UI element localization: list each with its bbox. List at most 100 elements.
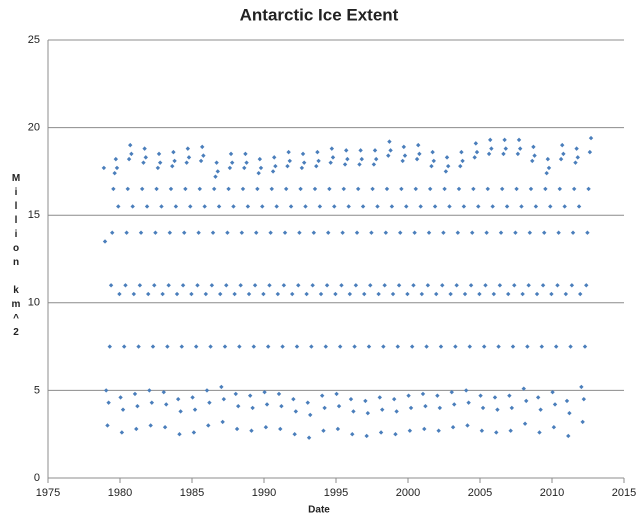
data-point — [550, 389, 555, 395]
data-point — [360, 204, 366, 209]
data-point — [417, 151, 422, 157]
data-point — [206, 423, 211, 428]
data-point — [533, 204, 539, 209]
data-point — [150, 344, 156, 349]
data-point — [120, 407, 126, 412]
data-point — [424, 344, 429, 349]
data-point — [425, 283, 431, 288]
data-point — [340, 230, 345, 235]
data-point — [531, 144, 536, 150]
data-point — [490, 204, 495, 209]
data-point — [272, 155, 277, 160]
data-point — [263, 424, 269, 430]
data-point — [506, 291, 511, 297]
data-point — [276, 391, 282, 397]
data-point — [575, 155, 580, 160]
data-point — [101, 165, 107, 171]
data-point — [242, 165, 247, 171]
data-point — [524, 398, 529, 404]
data-point — [204, 388, 210, 393]
data-point — [298, 186, 303, 192]
data-point — [389, 204, 395, 209]
data-point — [336, 403, 342, 409]
data-point — [485, 186, 490, 192]
x-tick-label: 1995 — [324, 487, 348, 499]
data-point — [179, 344, 184, 349]
data-point — [532, 153, 537, 158]
data-point — [435, 393, 440, 398]
data-point — [134, 426, 139, 432]
data-point — [244, 160, 249, 165]
data-point — [251, 344, 256, 349]
data-point — [362, 291, 367, 297]
data-point — [471, 186, 476, 192]
data-point — [305, 400, 310, 405]
data-point — [460, 158, 465, 164]
data-point — [148, 423, 153, 428]
data-point — [467, 344, 472, 349]
data-point — [172, 158, 177, 164]
data-point — [426, 230, 432, 235]
data-point — [414, 156, 420, 162]
data-point — [291, 396, 296, 402]
data-point — [299, 165, 305, 171]
data-point — [454, 283, 459, 288]
data-point — [492, 395, 498, 400]
data-point — [341, 186, 346, 192]
data-point — [347, 291, 353, 297]
data-point — [543, 186, 548, 192]
data-point — [522, 421, 528, 426]
data-point — [288, 204, 294, 209]
data-point — [190, 395, 195, 400]
data-point — [321, 428, 326, 433]
data-point — [373, 156, 379, 162]
data-point — [203, 291, 209, 297]
data-point — [106, 400, 111, 405]
data-point — [160, 291, 165, 297]
data-point — [344, 148, 349, 153]
data-point — [296, 283, 301, 288]
data-point — [544, 170, 549, 176]
y-axis-label-char: i — [15, 229, 18, 240]
data-point — [257, 156, 263, 162]
y-axis-label-char: i — [15, 187, 18, 198]
data-point — [173, 204, 179, 209]
data-point — [231, 204, 236, 209]
data-point — [455, 230, 461, 235]
data-point — [540, 283, 546, 288]
data-point — [278, 426, 283, 432]
data-point — [132, 391, 138, 397]
data-point — [164, 402, 169, 407]
data-point — [521, 386, 526, 391]
data-point — [508, 428, 513, 433]
data-point — [308, 412, 313, 418]
data-point — [556, 230, 561, 235]
data-point — [352, 344, 357, 349]
data-point — [472, 155, 477, 160]
data-point — [477, 291, 482, 297]
data-point — [318, 291, 324, 297]
data-point — [510, 344, 516, 349]
data-point — [465, 423, 470, 428]
data-point — [332, 204, 337, 209]
data-point — [197, 186, 202, 192]
data-point — [576, 204, 582, 209]
data-point — [409, 344, 415, 349]
data-point — [423, 403, 428, 409]
data-point — [221, 396, 227, 402]
data-point — [182, 230, 187, 235]
data-point — [131, 291, 137, 297]
data-point — [213, 174, 218, 179]
data-point — [450, 424, 456, 430]
data-point — [246, 291, 252, 297]
data-point — [427, 186, 433, 192]
data-point — [564, 398, 570, 404]
data-point — [264, 402, 270, 407]
data-point — [196, 230, 201, 235]
data-point — [202, 204, 207, 209]
data-point — [290, 291, 295, 297]
data-point — [283, 186, 289, 192]
data-point — [579, 384, 584, 390]
